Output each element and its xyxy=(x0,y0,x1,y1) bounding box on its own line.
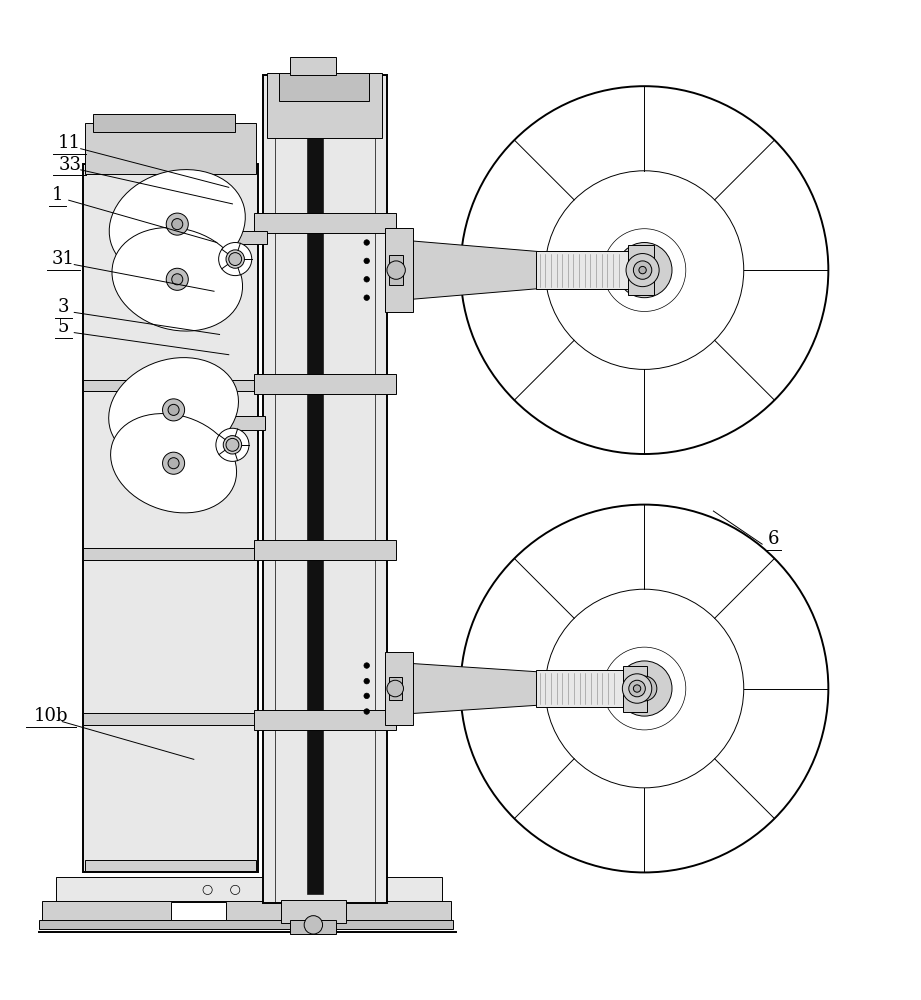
Circle shape xyxy=(168,404,179,415)
Circle shape xyxy=(387,261,405,279)
Bar xyxy=(42,901,451,923)
Bar xyxy=(86,860,256,871)
Circle shape xyxy=(223,436,241,454)
Circle shape xyxy=(171,274,182,285)
Circle shape xyxy=(364,678,369,684)
Bar xyxy=(279,73,368,101)
Circle shape xyxy=(639,266,647,274)
Circle shape xyxy=(171,219,182,230)
Circle shape xyxy=(629,680,646,697)
Bar xyxy=(93,114,235,132)
Circle shape xyxy=(162,452,184,474)
Circle shape xyxy=(364,258,369,264)
Text: 1: 1 xyxy=(52,186,64,204)
Text: 3: 3 xyxy=(57,298,69,316)
Bar xyxy=(385,652,413,725)
Ellipse shape xyxy=(112,228,242,331)
Bar xyxy=(290,57,336,75)
Bar xyxy=(389,677,402,700)
Bar xyxy=(281,900,345,923)
Text: 33: 33 xyxy=(58,156,81,174)
Circle shape xyxy=(634,685,641,692)
Circle shape xyxy=(364,277,369,282)
Bar xyxy=(84,548,258,560)
Text: 10b: 10b xyxy=(34,707,68,725)
Circle shape xyxy=(304,916,322,934)
Bar xyxy=(253,710,396,730)
Text: 6: 6 xyxy=(767,530,779,548)
Circle shape xyxy=(632,258,657,283)
Circle shape xyxy=(626,254,659,287)
Circle shape xyxy=(218,243,251,276)
Bar xyxy=(307,80,323,894)
Circle shape xyxy=(364,240,369,245)
Bar xyxy=(385,228,413,312)
Circle shape xyxy=(460,86,828,454)
Circle shape xyxy=(364,295,369,300)
Polygon shape xyxy=(387,662,541,715)
Circle shape xyxy=(226,250,244,268)
Bar xyxy=(389,255,403,285)
Circle shape xyxy=(634,261,652,279)
Circle shape xyxy=(226,438,239,451)
Bar xyxy=(84,713,258,725)
Circle shape xyxy=(166,268,188,290)
Bar xyxy=(536,670,624,707)
Circle shape xyxy=(168,458,179,469)
Circle shape xyxy=(228,253,241,265)
Bar xyxy=(86,123,256,174)
Ellipse shape xyxy=(109,358,239,462)
Bar xyxy=(536,251,628,289)
Text: 11: 11 xyxy=(58,134,81,152)
Bar xyxy=(56,877,442,903)
Circle shape xyxy=(617,243,672,298)
Circle shape xyxy=(162,399,184,421)
Bar xyxy=(84,164,258,872)
Bar xyxy=(624,666,647,712)
Circle shape xyxy=(166,213,188,235)
Circle shape xyxy=(364,693,369,699)
Bar xyxy=(223,416,264,430)
Bar xyxy=(84,380,258,391)
Circle shape xyxy=(632,676,657,701)
Ellipse shape xyxy=(110,170,245,279)
Bar xyxy=(290,920,336,934)
Bar xyxy=(262,75,387,903)
Circle shape xyxy=(216,428,249,461)
Circle shape xyxy=(545,171,744,369)
Circle shape xyxy=(623,674,652,703)
Polygon shape xyxy=(387,239,541,301)
Text: 31: 31 xyxy=(52,250,75,268)
Bar xyxy=(253,540,396,560)
Circle shape xyxy=(617,661,672,716)
Bar xyxy=(170,902,226,920)
Circle shape xyxy=(364,663,369,668)
Circle shape xyxy=(387,680,403,697)
Bar xyxy=(253,213,396,233)
Bar xyxy=(628,245,654,295)
Text: 5: 5 xyxy=(57,318,69,336)
Bar xyxy=(253,374,396,394)
Circle shape xyxy=(460,505,828,872)
Circle shape xyxy=(545,589,744,788)
Ellipse shape xyxy=(111,414,237,513)
Circle shape xyxy=(364,709,369,714)
Bar xyxy=(267,73,382,138)
Bar xyxy=(226,231,267,244)
Bar xyxy=(40,920,453,929)
